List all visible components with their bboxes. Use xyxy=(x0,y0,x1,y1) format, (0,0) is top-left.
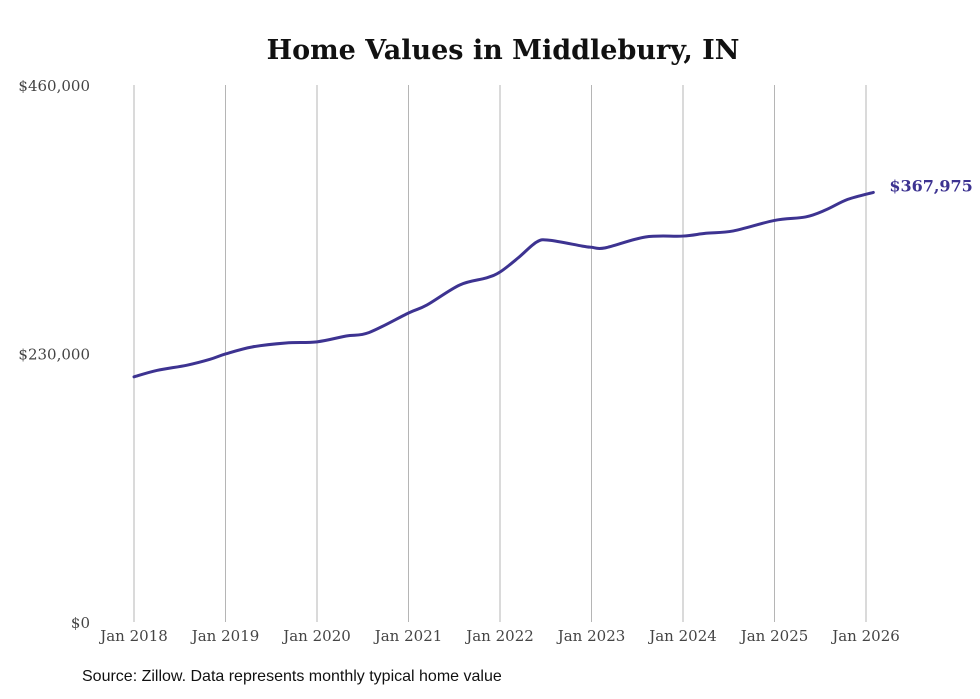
x-tick-label: Jan 2025 xyxy=(739,627,809,645)
x-tick-label: Jan 2018 xyxy=(98,627,168,645)
source-note: Source: Zillow. Data represents monthly … xyxy=(82,668,502,685)
x-tick-label: Jan 2022 xyxy=(464,627,534,645)
series-line xyxy=(132,190,875,379)
x-tick-label: Jan 2020 xyxy=(281,627,351,645)
x-tick-label: Jan 2024 xyxy=(647,627,717,645)
x-axis: Jan 2018 Jan 2019 Jan 2020 Jan 2021 Jan 2022… xyxy=(98,627,900,645)
end-value-label: $367,975 xyxy=(889,176,973,195)
chart-title: Home Values in Middlebury, IN xyxy=(267,35,740,66)
y-axis: $0 $230,000 $460,000 xyxy=(18,77,90,632)
y-tick-label: $0 xyxy=(71,614,90,632)
grid-lines xyxy=(133,85,867,622)
x-tick-label: Jan 2026 xyxy=(830,627,900,645)
x-tick-label: Jan 2023 xyxy=(556,627,626,645)
y-tick-label: $460,000 xyxy=(18,77,90,95)
x-tick-label: Jan 2021 xyxy=(373,627,443,645)
y-tick-label: $230,000 xyxy=(18,346,90,364)
x-tick-label: Jan 2019 xyxy=(190,627,260,645)
